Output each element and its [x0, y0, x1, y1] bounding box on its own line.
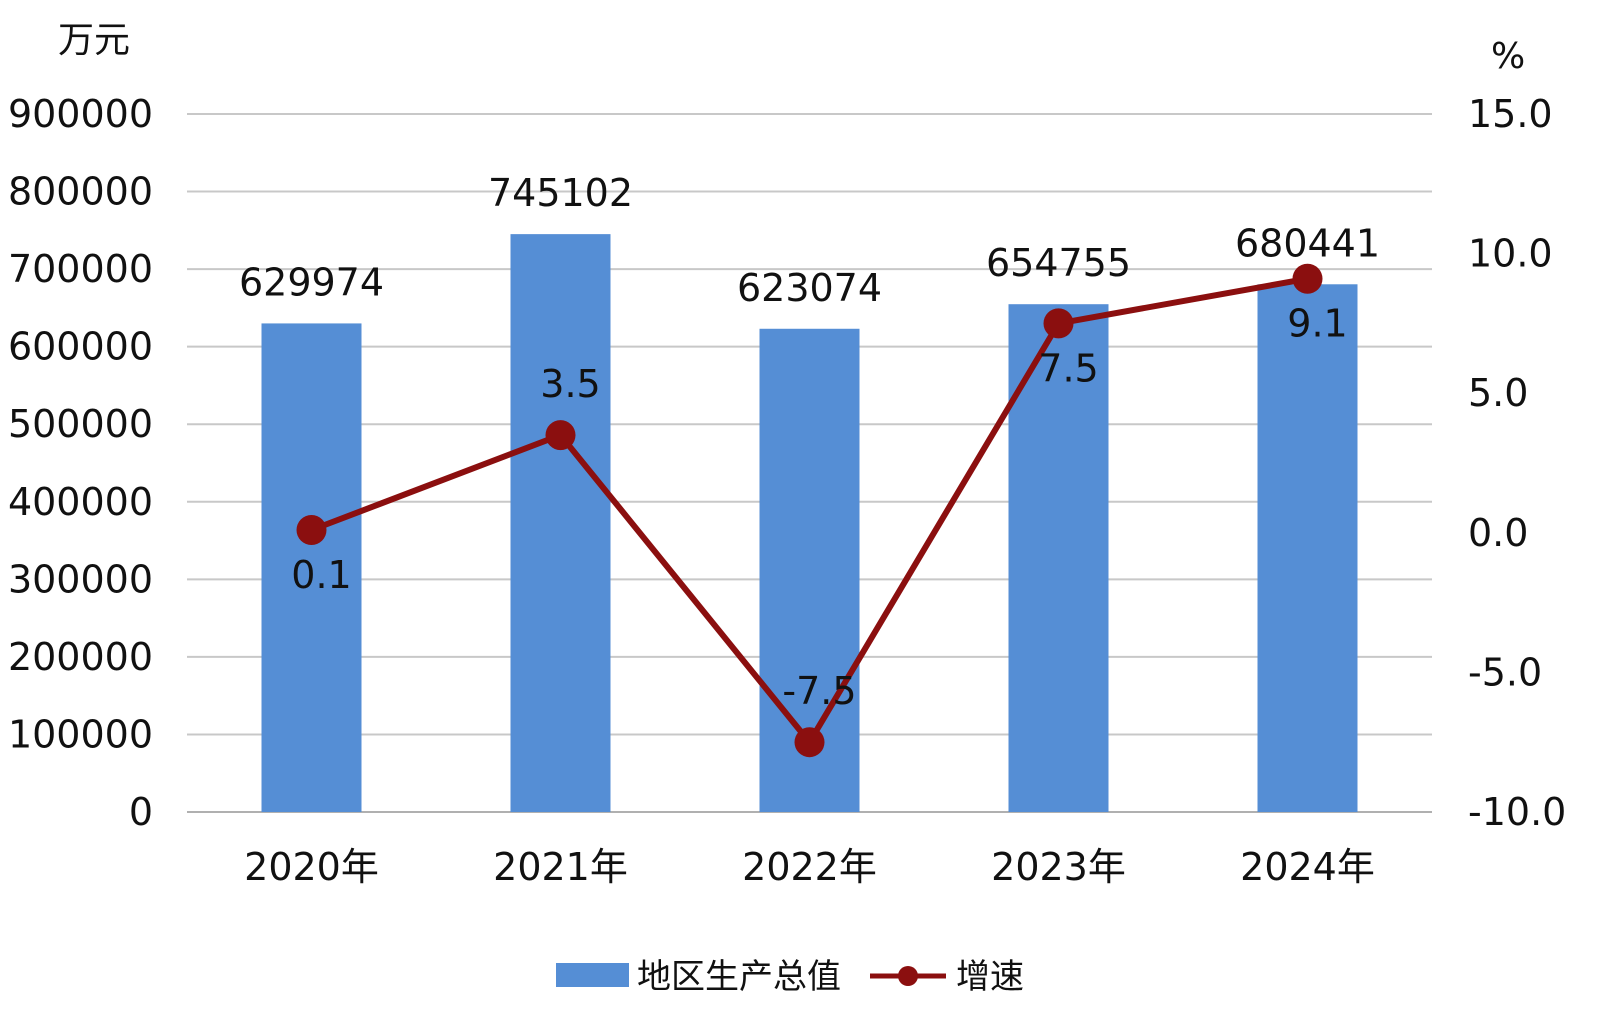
- line-point: [794, 727, 825, 758]
- left-axis-unit: 万元: [58, 20, 130, 61]
- bar-data-label: 629974: [239, 260, 384, 304]
- legend-line-label: 增速: [956, 957, 1024, 997]
- right-tick-label: 10.0: [1468, 232, 1553, 276]
- category-label: 2022年: [742, 845, 877, 889]
- bar-data-label: 680441: [1235, 221, 1380, 265]
- bar-data-label: 623074: [737, 266, 882, 310]
- bar: [1257, 284, 1358, 812]
- legend-bar-label: 地区生产总值: [637, 957, 841, 997]
- line-data-label: 3.5: [540, 362, 600, 406]
- line-data-label: 9.1: [1287, 302, 1347, 346]
- left-tick-label: 300000: [8, 557, 153, 601]
- left-tick-label: 600000: [8, 325, 153, 369]
- category-label: 2023年: [991, 845, 1126, 889]
- bar-data-label: 745102: [488, 171, 633, 215]
- line-point: [296, 515, 327, 546]
- category-label: 2021年: [493, 845, 628, 889]
- left-tick-label: 100000: [8, 712, 153, 756]
- right-tick-label: -5.0: [1468, 650, 1542, 694]
- right-axis: -10.0 -5.0 0.0 5.0 10.0 15.0: [1468, 92, 1566, 834]
- line-point: [1043, 308, 1074, 339]
- left-tick-label: 800000: [8, 170, 153, 214]
- left-tick-label: 700000: [8, 247, 153, 291]
- line-point: [545, 420, 576, 451]
- right-axis-unit: %: [1491, 36, 1525, 77]
- bar-data-label: 654755: [986, 241, 1131, 285]
- right-tick-label: 0.0: [1468, 511, 1528, 555]
- legend: 地区生产总值 增速: [556, 957, 1024, 997]
- right-tick-label: -10.0: [1468, 790, 1566, 834]
- right-tick-label: 15.0: [1468, 92, 1553, 136]
- left-tick-label: 200000: [8, 635, 153, 679]
- bar: [261, 323, 362, 812]
- bar-series: [261, 234, 1358, 812]
- bar: [510, 234, 611, 812]
- line-point: [1292, 263, 1323, 294]
- line-data-label: -7.5: [782, 669, 856, 713]
- left-tick-label: 400000: [8, 480, 153, 524]
- left-tick-label: 0: [129, 790, 153, 834]
- data-labels: 629974 745102 623074 654755 680441 0.1 3.5 -7.5…: [239, 171, 1380, 713]
- left-axis: 0 100000 200000 300000 400000 500000 600000 700…: [8, 92, 153, 834]
- line-series: [296, 263, 1323, 758]
- category-label: 2020年: [244, 845, 379, 889]
- legend-bar-swatch: [556, 963, 629, 987]
- category-label: 2024年: [1240, 845, 1375, 889]
- line-data-label: 7.5: [1038, 346, 1098, 390]
- category-axis: 2020年 2021年 2022年 2023年 2024年: [244, 845, 1375, 889]
- left-tick-label: 900000: [8, 92, 153, 136]
- right-tick-label: 5.0: [1468, 371, 1528, 415]
- bar: [1008, 304, 1109, 812]
- line-data-label: 0.1: [291, 553, 351, 597]
- legend-line-marker: [898, 966, 918, 986]
- left-tick-label: 500000: [8, 402, 153, 446]
